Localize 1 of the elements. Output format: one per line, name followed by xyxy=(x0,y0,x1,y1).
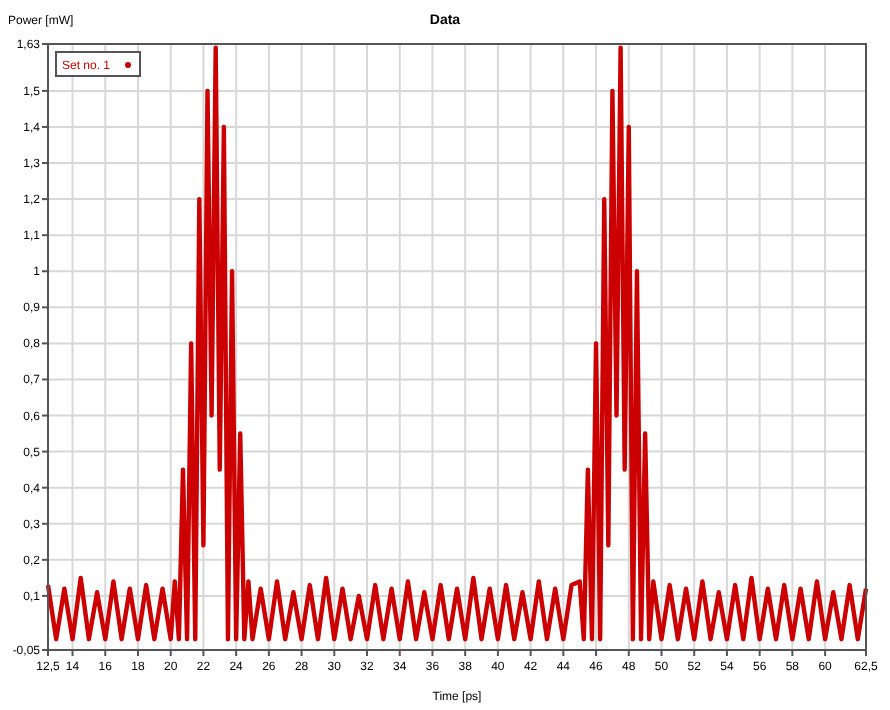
line-series xyxy=(45,45,869,642)
